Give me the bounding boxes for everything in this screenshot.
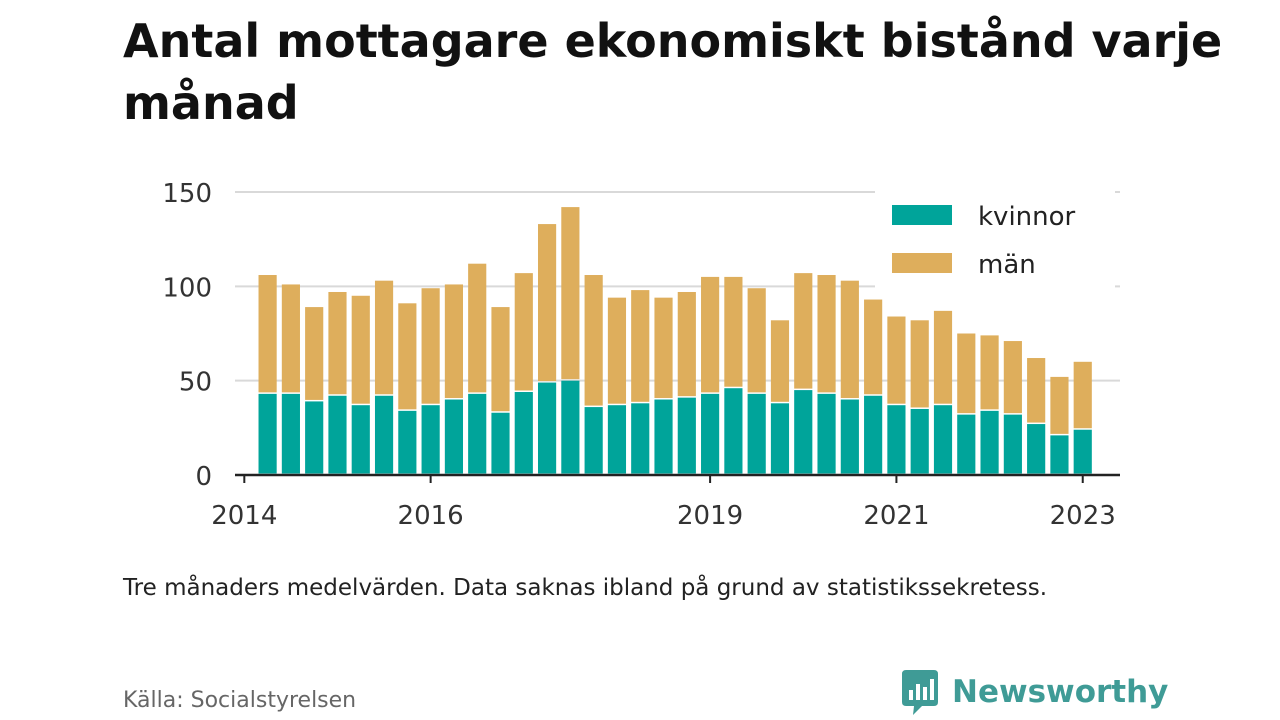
- axes: 0 50 100 150 2014 2016 2019 2021 2023: [162, 179, 1120, 531]
- legend: kvinnor män: [875, 188, 1115, 294]
- bar-män: [607, 297, 627, 404]
- legend-label-män: män: [978, 250, 1036, 280]
- bar-män: [305, 307, 324, 400]
- bar-kvinnor: [747, 393, 766, 474]
- bar-kvinnor: [1003, 414, 1022, 474]
- bar-män: [537, 224, 557, 382]
- bar-män: [328, 291, 347, 395]
- bar-män: [491, 307, 510, 412]
- source-credit: Källa: Socialstyrelsen: [123, 688, 357, 713]
- bar-män: [281, 284, 300, 393]
- bar-män: [724, 276, 743, 387]
- bar-män: [561, 207, 580, 380]
- bar-kvinnor: [514, 391, 533, 474]
- x-tick-label: 2019: [677, 501, 743, 531]
- bar-män: [258, 275, 277, 393]
- bar-män: [351, 295, 370, 404]
- bar-män: [817, 275, 836, 393]
- y-tick-label: 100: [162, 273, 212, 303]
- bar-män: [468, 263, 487, 393]
- bar-kvinnor: [957, 414, 976, 474]
- bar-kvinnor: [281, 393, 300, 474]
- bar-kvinnor: [724, 388, 743, 474]
- bar-kvinnor: [631, 403, 650, 474]
- bars: [258, 207, 1092, 474]
- bar-män: [398, 303, 417, 410]
- bar-män: [514, 273, 533, 391]
- bar-kvinnor: [398, 410, 417, 474]
- legend-swatch-män: [892, 253, 952, 273]
- y-tick-label: 0: [195, 462, 212, 492]
- bar-kvinnor: [1027, 424, 1046, 474]
- bar-män: [631, 290, 650, 402]
- bar-män: [374, 280, 394, 395]
- bar-kvinnor: [374, 395, 394, 474]
- bar-män: [980, 335, 999, 410]
- bar-kvinnor: [305, 401, 324, 474]
- bar-kvinnor: [561, 380, 580, 474]
- bar-män: [584, 275, 603, 406]
- newsworthy-chart-bubble-icon: [902, 670, 938, 715]
- bar-män: [747, 288, 766, 393]
- bar-män: [1073, 361, 1092, 429]
- stacked-bar-chart: 0 50 100 150 2014 2016 2019 2021 2023 kvinnor män: [162, 179, 1120, 531]
- bar-kvinnor: [351, 405, 370, 474]
- bar-män: [887, 316, 906, 404]
- y-tick-label: 50: [179, 368, 212, 398]
- brand-name: Newsworthy: [952, 674, 1169, 710]
- bar-kvinnor: [980, 410, 999, 474]
- bar-kvinnor: [421, 405, 440, 474]
- bar-män: [770, 320, 790, 402]
- bar-kvinnor: [910, 408, 929, 474]
- y-tick-label: 150: [162, 179, 212, 209]
- bar-kvinnor: [817, 393, 836, 474]
- bar-kvinnor: [537, 382, 557, 474]
- bar-kvinnor: [794, 390, 813, 474]
- bar-kvinnor: [840, 399, 859, 474]
- chart-title: Antal mottagare ekonomiskt bistånd varje…: [123, 14, 1223, 130]
- bar-män: [957, 333, 976, 414]
- bar-kvinnor: [328, 395, 347, 474]
- x-tick-label: 2016: [398, 501, 464, 531]
- bar-kvinnor: [1073, 429, 1092, 474]
- bar-kvinnor: [607, 405, 627, 474]
- legend-label-kvinnor: kvinnor: [978, 202, 1076, 232]
- bar-kvinnor: [770, 403, 790, 474]
- bar-män: [1027, 358, 1046, 423]
- bar-kvinnor: [468, 393, 487, 474]
- x-tick-label: 2014: [211, 501, 277, 531]
- legend-swatch-kvinnor: [892, 205, 952, 225]
- bar-män: [701, 276, 720, 393]
- bar-män: [1050, 376, 1069, 434]
- chart-footnote: Tre månaders medelvärden. Data saknas ib…: [123, 575, 1048, 601]
- bar-män: [677, 291, 696, 397]
- bar-män: [910, 320, 929, 408]
- bar-män: [1003, 341, 1022, 414]
- bar-kvinnor: [491, 412, 510, 474]
- x-tick-label: 2023: [1050, 501, 1116, 531]
- bar-män: [840, 280, 859, 399]
- bar-kvinnor: [444, 399, 464, 474]
- bar-kvinnor: [584, 407, 603, 474]
- bar-män: [444, 284, 464, 399]
- bar-män: [864, 299, 883, 395]
- bar-kvinnor: [864, 395, 883, 474]
- bar-män: [654, 297, 673, 399]
- bar-kvinnor: [933, 405, 953, 474]
- bar-kvinnor: [887, 405, 906, 474]
- bar-kvinnor: [1050, 435, 1069, 474]
- bar-män: [794, 273, 813, 389]
- bar-män: [421, 288, 440, 404]
- x-tick-label: 2021: [863, 501, 929, 531]
- bar-kvinnor: [258, 393, 277, 474]
- bar-kvinnor: [701, 393, 720, 474]
- bar-kvinnor: [677, 397, 696, 474]
- bar-kvinnor: [654, 399, 673, 474]
- bar-män: [933, 310, 953, 404]
- brand-logo[interactable]: Newsworthy: [900, 668, 1168, 716]
